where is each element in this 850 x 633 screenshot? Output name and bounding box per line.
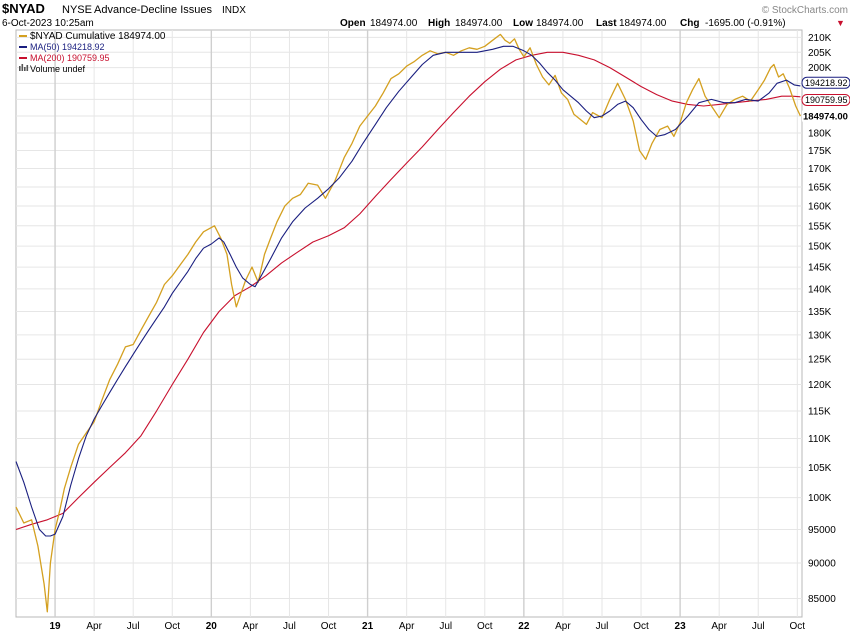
x-tick-label: Oct	[790, 621, 806, 632]
y-tick-label: 160K	[808, 202, 832, 213]
series-line-ma50	[15, 45, 801, 537]
exchange-label: NYSE	[62, 4, 92, 16]
gridlines	[16, 30, 802, 617]
legend-cumulative: $NYAD Cumulative 184974.00	[30, 31, 166, 42]
y-tick-label: 180K	[808, 128, 832, 139]
y-tick-label: 155K	[808, 221, 832, 232]
series-layer	[15, 33, 801, 613]
x-tick-label: Jul	[752, 621, 765, 632]
y-tick-label: 165K	[808, 182, 832, 193]
price-tag-ma50-value: 194218.92	[805, 78, 848, 88]
y-tick-label: 115K	[808, 406, 831, 417]
y-tick-label: 125K	[808, 355, 832, 366]
plot-area	[15, 29, 803, 618]
x-tick-label: Apr	[711, 621, 727, 632]
x-tick-label: Jul	[596, 621, 609, 632]
last-value: 184974.00	[619, 18, 667, 29]
y-tick-label: 85000	[808, 594, 836, 605]
x-tick-label: Jul	[283, 621, 296, 632]
x-tick-label: Oct	[477, 621, 493, 632]
stockcharts-watermark: © StockCharts.com	[762, 5, 848, 16]
legend-ma50: MA(50) 194218.92	[30, 42, 105, 52]
y-tick-label: 200K	[808, 63, 832, 74]
price-tag-last-value: 184974.00	[803, 111, 848, 122]
index-type-label: INDX	[222, 5, 246, 16]
symbol-label: $NYAD	[2, 1, 45, 16]
price-tag-last: 184974.00	[802, 110, 850, 122]
high-label: High	[428, 18, 450, 29]
series-line-cumulative	[15, 33, 801, 613]
x-tick-label: 22	[518, 621, 530, 632]
y-tick-label: 145K	[808, 263, 832, 274]
y-tick-label: 205K	[808, 48, 832, 59]
y-tick-label: 95000	[808, 525, 836, 536]
y-tick-label: 150K	[808, 242, 832, 253]
series-line-ma200	[15, 51, 801, 531]
y-tick-label: 110K	[808, 434, 831, 445]
x-tick-label: 19	[50, 621, 62, 632]
y-tick-label: 170K	[808, 164, 832, 175]
chg-value: -1695.00 (-0.91%)	[705, 18, 786, 29]
date-label: 6-Oct-2023 10:25am	[2, 18, 94, 29]
y-tick-label: 135K	[808, 307, 832, 318]
x-tick-label: Jul	[127, 621, 140, 632]
y-tick-label: 175K	[808, 146, 832, 157]
x-tick-label: Apr	[86, 621, 102, 632]
high-value: 184974.00	[455, 18, 503, 29]
low-label: Low	[513, 18, 533, 29]
volume-bars-icon	[19, 64, 29, 71]
last-label: Last	[596, 18, 617, 29]
x-tick-label: 20	[206, 621, 218, 632]
y-tick-label: 105K	[808, 463, 832, 474]
legend: $NYAD Cumulative 184974.00 MA(50) 194218…	[19, 31, 166, 74]
y-tick-label: 130K	[808, 330, 832, 341]
y-tick-label: 210K	[808, 33, 832, 44]
open-label: Open	[340, 18, 366, 29]
legend-volume: Volume undef	[30, 64, 86, 74]
y-tick-label: 140K	[808, 284, 832, 295]
x-tick-label: Apr	[399, 621, 415, 632]
price-tag-ma200-value: 190759.95	[805, 95, 848, 105]
chg-label: Chg	[680, 18, 699, 29]
description-label: Advance-Decline Issues	[94, 4, 213, 16]
x-tick-label: Oct	[633, 621, 649, 632]
x-tick-label: Oct	[164, 621, 180, 632]
x-tick-label: 23	[675, 621, 687, 632]
x-tick-label: Oct	[321, 621, 337, 632]
x-axis: 19 Apr Jul Oct 20 Apr Jul Oct 21 Apr Jul Oct 22 Apr Ju…	[50, 621, 806, 632]
y-tick-label: 120K	[808, 380, 832, 391]
open-value: 184974.00	[370, 18, 418, 29]
legend-ma200: MA(200) 190759.95	[30, 53, 110, 63]
y-tick-label: 100K	[808, 493, 832, 504]
x-tick-label: Apr	[555, 621, 571, 632]
low-value: 184974.00	[536, 18, 584, 29]
x-tick-label: 21	[362, 621, 374, 632]
y-tick-label: 90000	[808, 559, 836, 570]
x-tick-label: Apr	[243, 621, 259, 632]
price-tag-ma50: 194218.92	[801, 76, 850, 89]
chg-down-arrow-icon: ▼	[836, 18, 845, 28]
price-tag-ma200: 190759.95	[801, 93, 850, 106]
x-tick-label: Jul	[439, 621, 452, 632]
